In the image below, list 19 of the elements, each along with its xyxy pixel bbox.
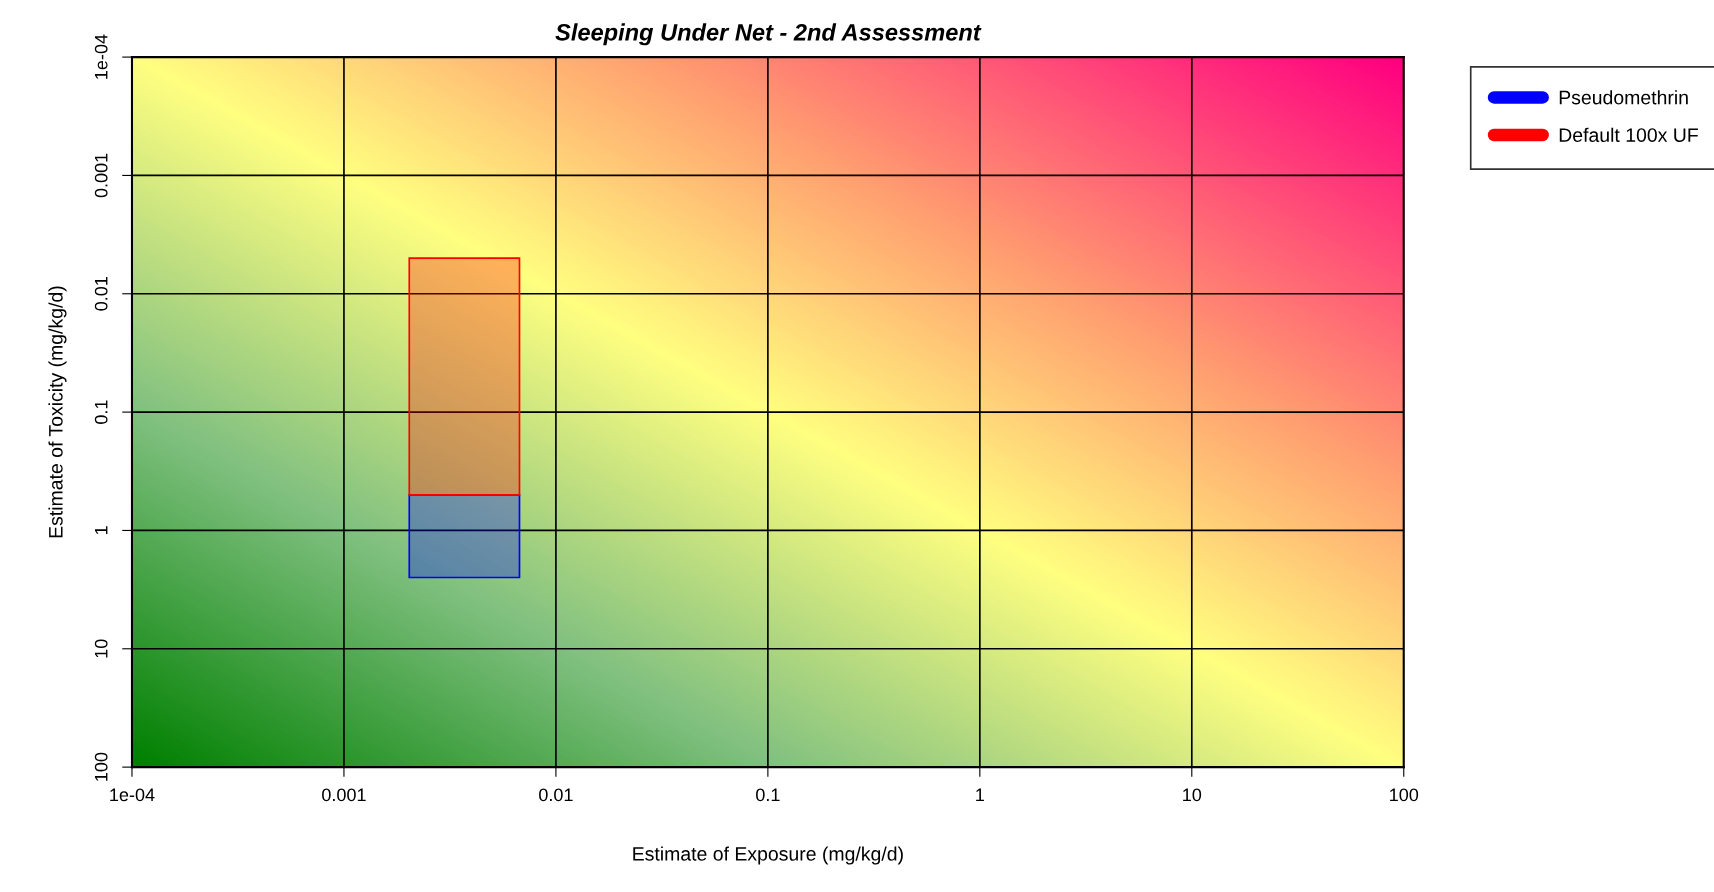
y-axis-title: Estimate of Toxicity (mg/kg/d) [48, 286, 67, 538]
x-tick-label: 0.01 [539, 788, 573, 802]
x-tick-label: 0.1 [756, 788, 780, 802]
y-tick-label: 0.1 [94, 400, 108, 424]
x-tick-label: 100 [1390, 788, 1419, 802]
y-tick-label: 0.001 [94, 153, 108, 198]
y-tick-label: 0.01 [94, 277, 108, 311]
y-tick-label: 1 [94, 526, 108, 535]
y-tick-label: 1e-04 [94, 34, 108, 79]
x-axis-title: Estimate of Exposure (mg/kg/d) [633, 846, 903, 865]
y-tick-label: 10 [94, 639, 108, 658]
legend-label: Pseudomethrin [1559, 90, 1688, 105]
x-tick-label: 1e-04 [110, 788, 155, 802]
x-tick-label: 1 [976, 788, 984, 802]
x-tick-label: 0.001 [322, 788, 366, 802]
legend-label: Default 100x UF [1559, 127, 1698, 142]
y-tick-label: 100 [94, 752, 108, 781]
chart-title: Sleeping Under Net - 2nd Assessment [555, 23, 982, 46]
x-tick-label: 10 [1183, 788, 1202, 802]
